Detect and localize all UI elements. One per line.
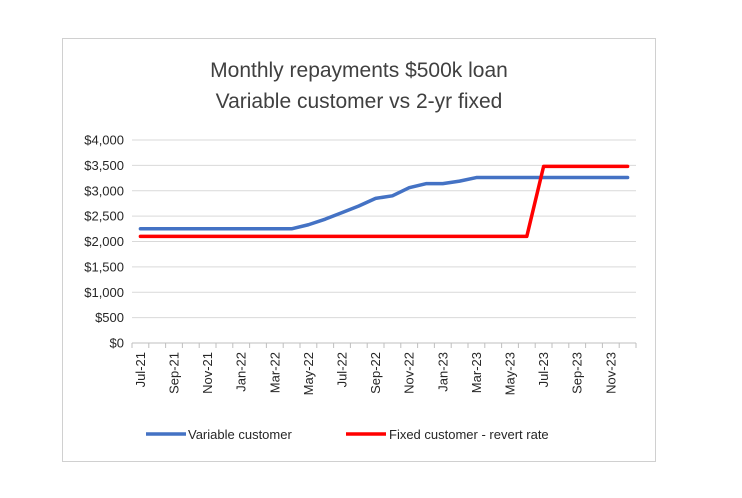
y-tick-label: $2,500	[84, 209, 124, 224]
x-tick-label: Mar-23	[469, 352, 484, 393]
x-tick-label: May-23	[503, 352, 518, 395]
y-tick-label: $1,500	[84, 259, 124, 274]
chart-frame	[62, 38, 656, 462]
legend: Variable customer Fixed customer - revert…	[146, 427, 549, 442]
series	[138, 164, 630, 239]
x-tick-label: Nov-23	[603, 352, 618, 394]
y-tick-labels: $0 $500 $1,000 $1,500 $2,000 $2,500 $3,000 $3,5…	[84, 133, 124, 351]
y-tick-label: $3,500	[84, 158, 124, 173]
y-tick-label: $1,000	[84, 285, 124, 300]
chart-title: Monthly repayments $500k loan Variable c…	[210, 59, 508, 113]
x-tick-label: Jan-23	[435, 352, 450, 392]
x-tick-label: Mar-22	[267, 352, 282, 393]
x-tick-label: Jul-22	[335, 352, 350, 387]
x-tick-label: Jul-23	[536, 352, 551, 387]
y-tick-label: $2,000	[84, 234, 124, 249]
x-tick-label: Sep-22	[368, 352, 383, 394]
legend-label: Variable customer	[188, 427, 292, 442]
x-tick-label: Nov-22	[402, 352, 417, 394]
axes	[131, 342, 637, 348]
x-tick-label: Nov-21	[200, 352, 215, 394]
x-tick-label: Sep-23	[570, 352, 585, 394]
chart-title-line-2: Variable customer vs 2-yr fixed	[216, 90, 503, 113]
x-tick-label: Jul-21	[133, 352, 148, 387]
y-tick-label: $0	[110, 336, 124, 351]
chart-title-line-1: Monthly repayments $500k loan	[210, 59, 508, 82]
series-line-fixed-customer	[138, 164, 630, 239]
x-tick-label: Sep-21	[167, 352, 182, 394]
y-tick-label: $3,000	[84, 183, 124, 198]
y-tick-label: $500	[95, 310, 124, 325]
y-tick-label: $4,000	[84, 133, 124, 148]
x-tick-label: Jan-22	[234, 352, 249, 392]
x-tick-labels: Jul-21 Sep-21 Nov-21 Jan-22 Mar-22 May-22 Jul-…	[133, 352, 618, 395]
legend-label: Fixed customer - revert rate	[389, 427, 549, 442]
series-line-variable-customer	[138, 175, 630, 231]
x-tick-label: May-22	[301, 352, 316, 395]
